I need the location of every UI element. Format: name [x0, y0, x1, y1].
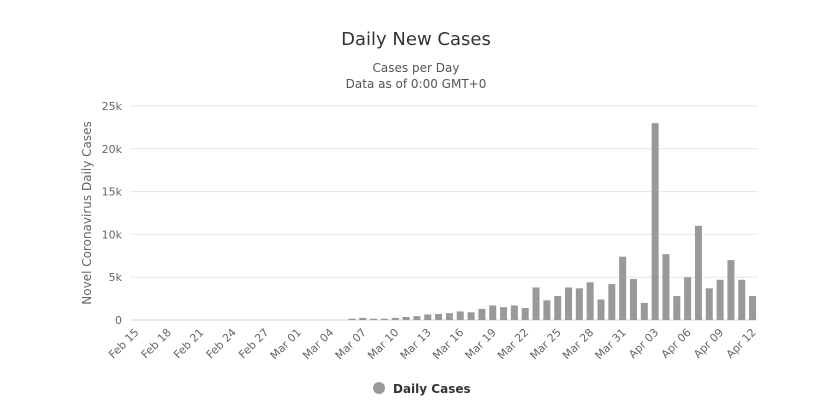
- bar-mar-18[interactable]: [478, 308, 486, 320]
- bar-apr-12[interactable]: [749, 296, 757, 320]
- legend-label[interactable]: Daily Cases: [393, 382, 471, 396]
- bar-mar-22[interactable]: [521, 308, 529, 320]
- bar-apr-05[interactable]: [673, 296, 681, 320]
- x-tick-label: Mar 04: [300, 326, 336, 362]
- x-tick-label: Mar 01: [268, 326, 304, 362]
- x-tick-label: Feb 24: [204, 326, 239, 361]
- bar-apr-06[interactable]: [684, 277, 692, 320]
- x-tick-label: Mar 10: [365, 326, 401, 362]
- bar-mar-11[interactable]: [402, 317, 410, 320]
- bar-mar-24[interactable]: [543, 300, 551, 320]
- x-tick-label: Mar 31: [593, 326, 629, 362]
- x-tick-label: Apr 03: [626, 326, 661, 361]
- y-tick-label: 0: [115, 314, 122, 327]
- bar-mar-17[interactable]: [467, 312, 475, 320]
- x-tick-label: Apr 12: [724, 326, 759, 361]
- legend-marker: [373, 382, 385, 394]
- x-tick-label: Feb 18: [139, 326, 174, 361]
- x-tick-label: Feb 27: [236, 326, 271, 361]
- y-tick-label: 20k: [102, 143, 123, 156]
- bar-mar-19[interactable]: [489, 305, 497, 320]
- bar-mar-30[interactable]: [608, 284, 616, 320]
- bar-mar-27[interactable]: [575, 288, 583, 320]
- bar-apr-01[interactable]: [629, 278, 637, 320]
- chart-title: Daily New Cases: [341, 29, 491, 50]
- y-tick-label: 5k: [109, 271, 123, 284]
- bar-apr-04[interactable]: [662, 254, 670, 320]
- x-tick-label: Mar 19: [463, 326, 499, 362]
- bar-apr-02[interactable]: [640, 302, 648, 320]
- y-tick-label: 25k: [102, 100, 123, 113]
- x-tick-label: Feb 21: [171, 326, 206, 361]
- bar-mar-10[interactable]: [391, 317, 399, 320]
- x-tick-label: Mar 28: [560, 326, 596, 362]
- x-tick-label: Apr 09: [691, 326, 726, 361]
- bar-mar-26[interactable]: [565, 287, 573, 320]
- x-tick-label: Feb 15: [106, 326, 141, 361]
- bar-apr-03[interactable]: [651, 123, 659, 321]
- x-tick-label: Apr 06: [659, 326, 694, 361]
- chart-subtitle-2: Data as of 0:00 GMT+0: [346, 77, 487, 91]
- bar-mar-13[interactable]: [424, 314, 432, 320]
- bar-mar-08[interactable]: [370, 318, 378, 320]
- y-tick-label: 10k: [102, 228, 123, 241]
- legend[interactable]: Daily Cases: [373, 382, 471, 396]
- x-tick-label: Mar 16: [430, 326, 466, 362]
- x-tick-label: Mar 13: [398, 326, 434, 362]
- bar-mar-28[interactable]: [586, 282, 594, 320]
- bar-mar-31[interactable]: [619, 256, 627, 320]
- bar-mar-21[interactable]: [510, 305, 518, 320]
- bar-apr-10[interactable]: [727, 260, 735, 320]
- bar-apr-07[interactable]: [694, 225, 702, 320]
- bar-apr-09[interactable]: [716, 279, 724, 320]
- y-tick-label: 15k: [102, 186, 123, 199]
- bar-mar-06[interactable]: [348, 318, 356, 320]
- bar-apr-08[interactable]: [705, 288, 713, 320]
- bar-mar-16[interactable]: [456, 311, 464, 320]
- bar-mar-25[interactable]: [554, 296, 562, 320]
- bar-mar-07[interactable]: [359, 317, 367, 320]
- bar-mar-20[interactable]: [500, 307, 508, 320]
- y-axis-label: Novel Coronavirus Daily Cases: [80, 121, 94, 304]
- bar-mar-09[interactable]: [380, 318, 388, 320]
- bar-apr-11[interactable]: [738, 279, 746, 320]
- bar-mar-12[interactable]: [413, 316, 421, 320]
- bar-mar-14[interactable]: [435, 314, 443, 320]
- bar-mar-15[interactable]: [445, 313, 453, 320]
- x-tick-label: Mar 22: [495, 326, 531, 362]
- bar-mar-29[interactable]: [597, 299, 605, 320]
- x-tick-label: Mar 07: [333, 326, 369, 362]
- bar-mar-23[interactable]: [532, 287, 540, 320]
- chart-subtitle-1: Cases per Day: [373, 61, 460, 75]
- x-tick-label: Mar 25: [528, 326, 564, 362]
